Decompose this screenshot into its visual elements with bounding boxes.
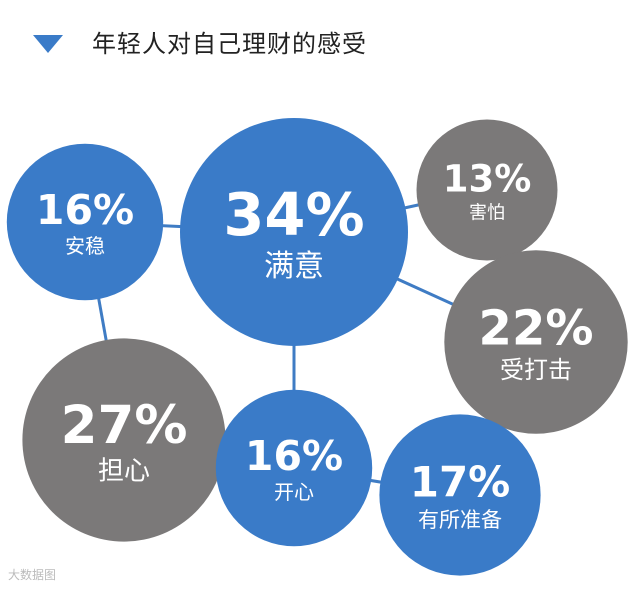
bubble-circle <box>215 389 373 547</box>
bubble-value: 27% <box>61 395 188 456</box>
chart-header: 年轻人对自己理财的感受 <box>0 0 640 80</box>
triangle-down-icon <box>33 35 63 53</box>
bubble: 22%受打击 <box>444 250 628 434</box>
bubble-value: 13% <box>443 157 532 200</box>
bubble-label: 开心 <box>274 480 314 504</box>
bubble: 16%开心 <box>215 389 373 547</box>
bubble-label: 有所准备 <box>418 508 502 532</box>
bubble: 13%害怕 <box>416 119 558 261</box>
bubble-value: 22% <box>479 300 594 356</box>
bubble-value: 16% <box>245 432 343 480</box>
bubble-label: 安稳 <box>65 234 105 258</box>
bubble-value: 17% <box>410 458 511 507</box>
bubble-value: 34% <box>223 180 364 249</box>
bubble-label: 受打击 <box>500 356 572 384</box>
bubble-circle <box>379 414 541 576</box>
bubble: 34%满意 <box>180 118 408 346</box>
watermark: 大数据图 <box>8 568 57 582</box>
bubble: 27%担心 <box>22 338 226 542</box>
bubble-circle <box>444 250 628 434</box>
bubble: 16%安稳 <box>6 143 164 301</box>
bubble-circle <box>416 119 558 261</box>
chart-title: 年轻人对自己理财的感受 <box>92 30 367 58</box>
bubble-label: 担心 <box>98 456 150 486</box>
bubble-value: 16% <box>36 186 134 234</box>
bubble-label: 满意 <box>264 249 324 284</box>
bubble-circle <box>6 143 164 301</box>
bubble-circle <box>180 118 408 346</box>
bubble-label: 害怕 <box>469 202 505 223</box>
bubble-circle <box>22 338 226 542</box>
bubble: 17%有所准备 <box>379 414 541 576</box>
